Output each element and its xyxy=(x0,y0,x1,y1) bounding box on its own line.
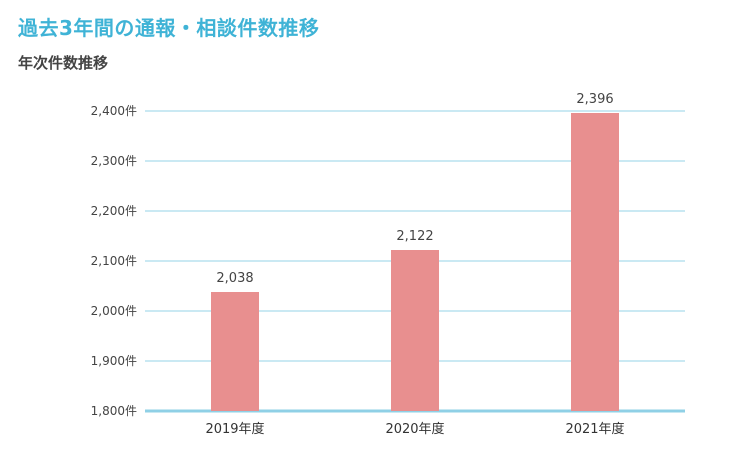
bar xyxy=(391,250,439,411)
data-labels: 2,038 2,122 2,396 xyxy=(216,92,613,286)
y-tick-label: 1,800件 xyxy=(91,404,137,418)
x-axis-categories: 2019年度 2020年度 2021年度 xyxy=(205,421,624,437)
x-category-label: 2019年度 xyxy=(205,421,264,437)
x-category-label: 2020年度 xyxy=(385,421,444,437)
y-tick-label: 2,300件 xyxy=(91,154,137,168)
chart-subtitle: 年次件数推移 xyxy=(18,54,109,72)
bar-value-label: 2,396 xyxy=(576,92,613,107)
y-tick-label: 1,900件 xyxy=(91,354,137,368)
y-tick-label: 2,400件 xyxy=(91,104,137,118)
bar xyxy=(571,113,619,411)
y-tick-label: 2,100件 xyxy=(91,254,137,268)
bars xyxy=(211,113,619,411)
bar xyxy=(211,292,259,411)
bar-value-label: 2,038 xyxy=(216,271,253,286)
y-axis-ticks: 1,800件 1,900件 2,000件 2,100件 2,200件 2,300件 2,40… xyxy=(91,104,137,418)
x-category-label: 2021年度 xyxy=(565,421,624,437)
y-tick-label: 2,200件 xyxy=(91,204,137,218)
bar-value-label: 2,122 xyxy=(396,229,433,244)
y-tick-label: 2,000件 xyxy=(91,304,137,318)
page-title: 過去3年間の通報・相談件数推移 xyxy=(18,16,320,40)
